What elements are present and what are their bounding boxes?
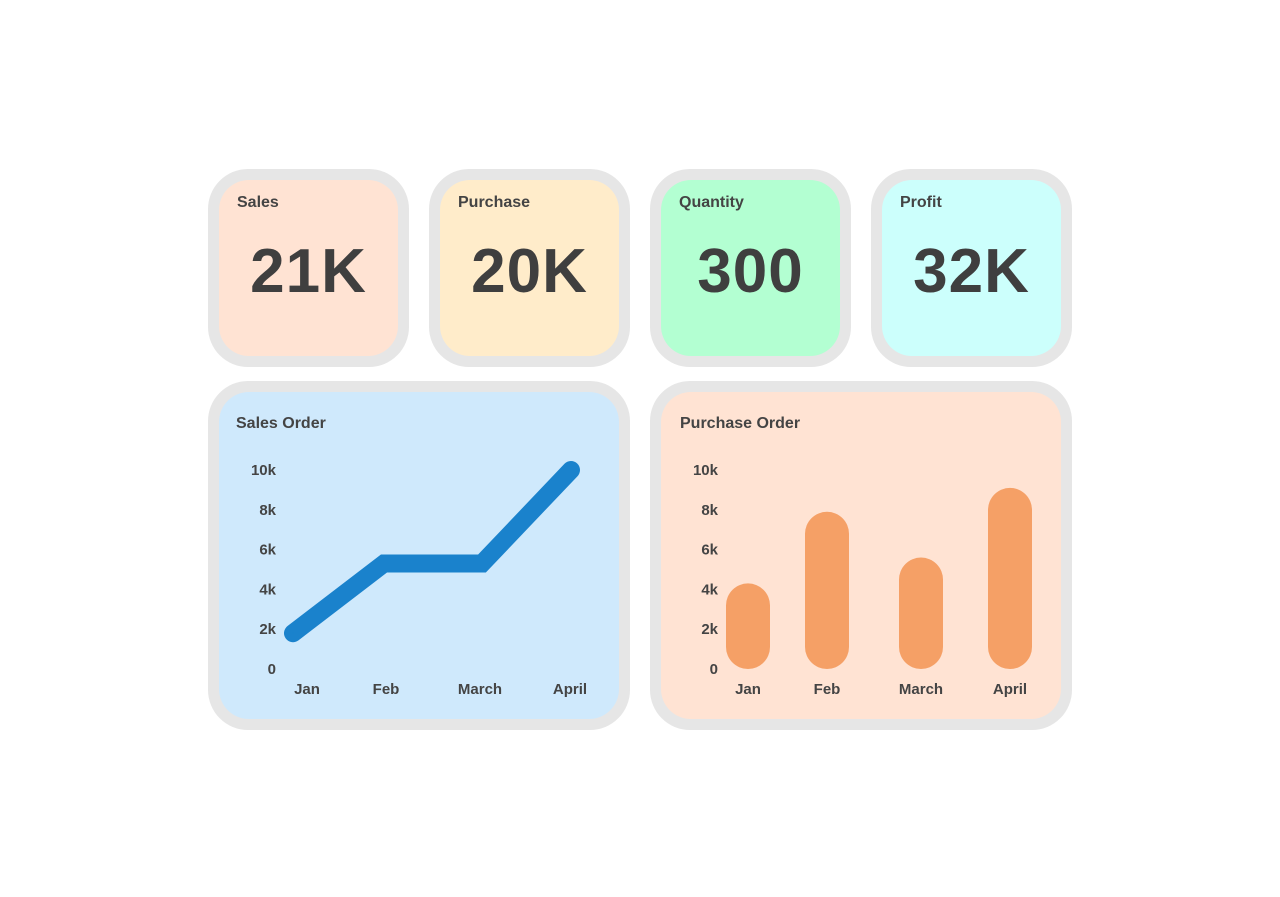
bar-jan xyxy=(726,583,770,669)
kpi-label: Quantity xyxy=(679,194,744,211)
bar-march xyxy=(899,557,943,669)
x-tick-label: March xyxy=(458,681,502,698)
data-point xyxy=(292,632,294,635)
kpi-card-inner: Quantity 300 xyxy=(661,180,840,356)
kpi-card-profit: Profit 32K xyxy=(871,169,1072,367)
kpi-value: 300 xyxy=(697,237,804,306)
bar-april xyxy=(988,487,1032,669)
kpi-value: 32K xyxy=(913,237,1030,306)
purchase-order-card-inner: Purchase Order 0 2k 4k 6k 8k 10k Jan Feb March Ap… xyxy=(661,392,1061,719)
purchase-order-bar-chart: 0 2k 4k 6k 8k 10k Jan Feb March April xyxy=(693,462,1032,698)
bar-feb xyxy=(805,511,849,669)
kpi-card-inner: Purchase 20K xyxy=(440,180,619,356)
purchase-order-card: Purchase Order 0 2k 4k 6k 8k 10k Jan Feb March Ap… xyxy=(650,381,1072,730)
data-point xyxy=(481,562,483,565)
x-tick-label: March xyxy=(899,681,943,698)
data-point xyxy=(383,562,385,565)
sales-order-card: Sales Order 0 2k 4k 6k 8k 10k Jan Feb March April xyxy=(208,381,630,730)
sales-order-line-chart: 0 2k 4k 6k 8k 10k Jan Feb March April xyxy=(251,461,587,698)
kpi-label: Purchase xyxy=(458,194,531,211)
y-tick-label: 2k xyxy=(259,621,276,638)
x-tick-label: April xyxy=(553,681,587,698)
y-tick-label: 8k xyxy=(259,502,276,519)
sales-order-card-inner: Sales Order 0 2k 4k 6k 8k 10k Jan Feb March April xyxy=(219,392,619,719)
kpi-card-inner: Profit 32K xyxy=(882,180,1061,356)
y-tick-label: 6k xyxy=(701,542,718,559)
kpi-card-purchase: Purchase 20K xyxy=(429,169,630,367)
y-tick-label: 10k xyxy=(251,462,277,479)
kpi-card-inner: Sales 21K xyxy=(219,180,398,356)
chart-title: Sales Order xyxy=(236,415,326,432)
kpi-label: Profit xyxy=(900,194,942,211)
y-tick-label: 4k xyxy=(701,581,718,598)
y-tick-label: 2k xyxy=(701,621,718,638)
x-tick-label: April xyxy=(993,681,1027,698)
kpi-label: Sales xyxy=(237,194,279,211)
x-tick-label: Jan xyxy=(294,681,320,698)
y-tick-label: 4k xyxy=(259,581,276,598)
y-tick-label: 0 xyxy=(710,661,718,678)
x-tick-label: Jan xyxy=(735,681,761,698)
kpi-card-quantity: Quantity 300 xyxy=(650,169,851,367)
y-tick-label: 0 xyxy=(268,661,276,678)
data-point xyxy=(570,469,572,471)
y-tick-label: 8k xyxy=(701,502,718,519)
kpi-value: 21K xyxy=(250,237,367,306)
chart-title: Purchase Order xyxy=(680,415,801,432)
x-tick-label: Feb xyxy=(373,681,400,698)
y-tick-label: 6k xyxy=(259,542,276,559)
kpi-card-sales: Sales 21K xyxy=(208,169,409,367)
y-tick-label: 10k xyxy=(693,462,719,479)
kpi-value: 20K xyxy=(471,237,588,306)
x-tick-label: Feb xyxy=(814,681,841,698)
sales-series-line xyxy=(284,461,580,643)
